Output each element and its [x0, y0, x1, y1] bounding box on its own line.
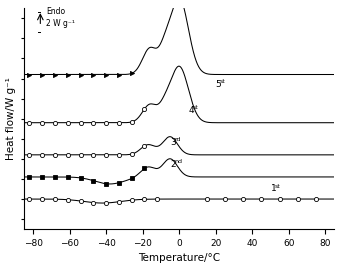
Text: st: st — [192, 105, 198, 110]
Text: rd: rd — [174, 137, 181, 142]
Text: 4: 4 — [188, 106, 194, 115]
Text: st: st — [274, 184, 280, 189]
X-axis label: Temperature/°C: Temperature/°C — [138, 253, 220, 263]
Text: nd: nd — [174, 160, 182, 164]
Text: st: st — [220, 79, 225, 84]
Text: Endo
2 W g⁻¹: Endo 2 W g⁻¹ — [46, 7, 75, 28]
Y-axis label: Heat flow/W g⁻¹: Heat flow/W g⁻¹ — [5, 77, 16, 160]
Text: 2: 2 — [170, 160, 176, 169]
Text: 1: 1 — [271, 184, 276, 193]
Text: 5: 5 — [216, 80, 221, 89]
Text: 3: 3 — [170, 138, 176, 147]
